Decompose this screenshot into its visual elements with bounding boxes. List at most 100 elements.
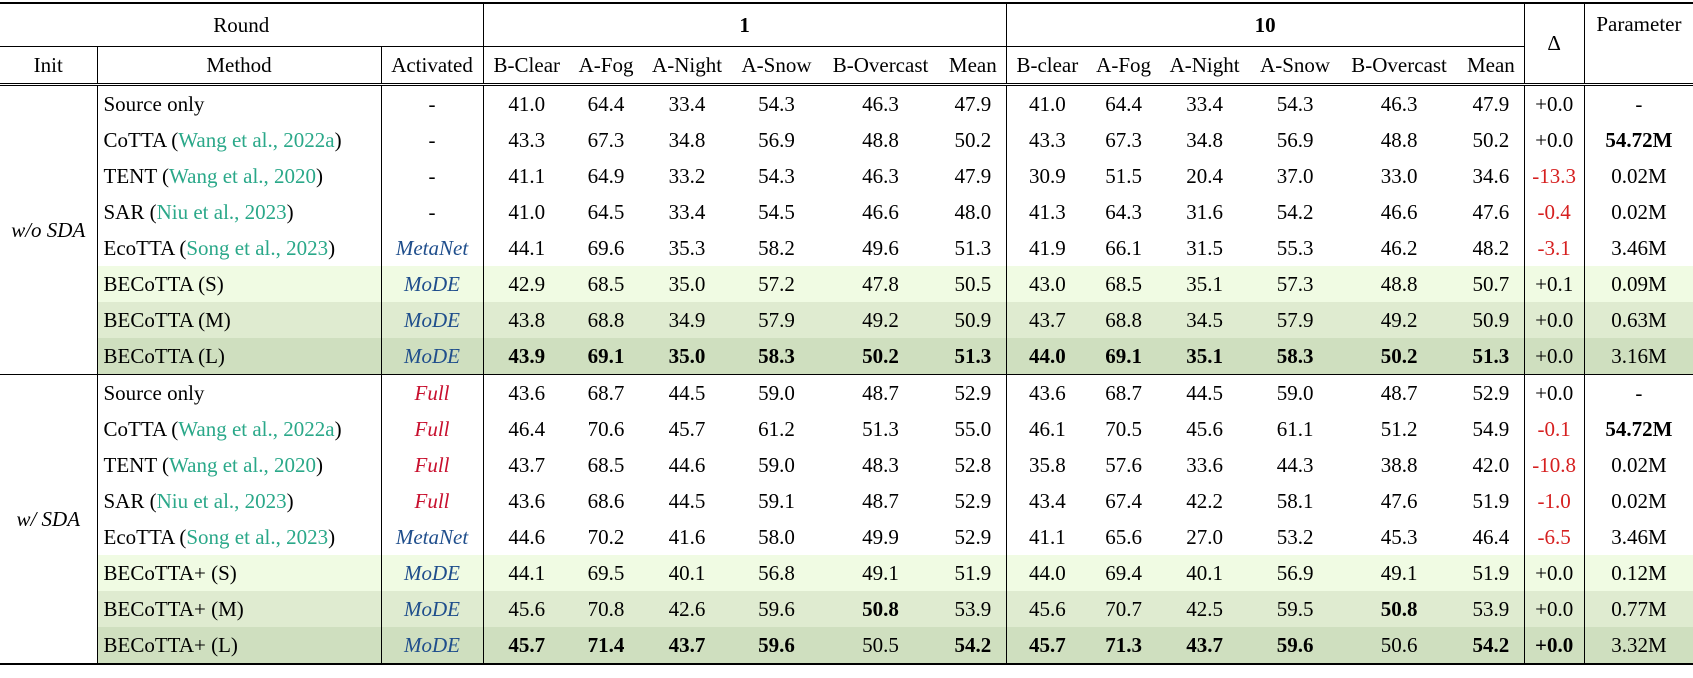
column-header: A-Night — [1159, 46, 1251, 86]
value-cell: 43.6 — [483, 374, 571, 411]
value-cell: 45.7 — [483, 627, 571, 665]
value-cell: 44.5 — [1159, 374, 1251, 411]
column-header: B-Overcast — [821, 46, 941, 86]
value-cell: 44.1 — [508, 235, 546, 260]
delta-cell: -0.4 — [1524, 194, 1585, 230]
value-cell: 59.5 — [1250, 591, 1341, 627]
method-cell: EcoTTA (Song et al., 2023) — [97, 519, 382, 555]
value-cell: 49.1 — [821, 555, 941, 591]
activated-cell: Full — [381, 483, 484, 519]
activated-cell: MoDE — [381, 627, 484, 665]
method-cell: Source only — [97, 374, 382, 411]
value-cell: 42.9 — [483, 266, 571, 302]
value-cell: 52.9 — [940, 483, 1007, 519]
value-cell: 46.2 — [1380, 235, 1418, 260]
value-cell: 49.9 — [862, 524, 899, 549]
value-cell: 64.4 — [587, 91, 625, 116]
parameter-cell: 3.16M — [1584, 338, 1693, 375]
value-cell: 68.8 — [1088, 302, 1160, 338]
value-cell: 50.9 — [940, 302, 1007, 338]
delta-header: Δ — [1524, 2, 1585, 86]
parameter-cell: 0.02M — [1611, 163, 1667, 188]
citation: Wang et al., 2020 — [169, 163, 317, 188]
init-cell: w/o SDA — [0, 84, 98, 375]
value-cell: 43.9 — [483, 338, 571, 375]
value-cell: 53.9 — [1458, 591, 1525, 627]
table-row: EcoTTA (Song et al., 2023) MetaNet 44.6 70.… — [0, 519, 1693, 555]
value-cell: 55.0 — [940, 411, 1007, 447]
method-text: BECoTTA (L) — [103, 343, 225, 368]
method-cell: TENT (Wang et al., 2020) — [97, 158, 382, 194]
activated-cell: MoDE — [381, 591, 484, 627]
value-cell: 59.0 — [732, 374, 822, 411]
value-cell: 57.9 — [1250, 302, 1341, 338]
activated-cell: - — [381, 194, 484, 230]
value-cell: 46.6 — [862, 199, 899, 224]
parameter-cell: 0.02M — [1611, 452, 1667, 477]
delta-cell: -0.1 — [1524, 411, 1585, 447]
column-header: B-clear — [1006, 46, 1089, 86]
value-cell: 54.3 — [758, 163, 795, 188]
value-cell: 67.3 — [1105, 127, 1142, 152]
method-text: ) — [286, 488, 294, 513]
citation: Wang et al., 2022a — [178, 416, 335, 441]
value-cell: 35.8 — [1028, 452, 1066, 477]
method-cell: CoTTA (Wang et al., 2022a) — [97, 122, 382, 158]
value-cell: 35.3 — [668, 235, 706, 260]
column-header: A-Fog — [570, 46, 643, 86]
method-cell: BECoTTA (M) — [97, 302, 382, 338]
header-row: Round 1 10 Δ Parameter — [0, 2, 1693, 86]
method-text: BECoTTA+ (M) — [103, 596, 244, 621]
parameter-cell: 3.32M — [1584, 627, 1693, 665]
value-cell: 50.8 — [821, 591, 941, 627]
table-header: Round 1 10 Δ Parameter Init Method Activ… — [0, 2, 1693, 86]
value-cell: 67.3 — [587, 127, 625, 152]
value-cell: 47.9 — [940, 84, 1007, 122]
value-cell: 50.9 — [1458, 302, 1525, 338]
value-cell: 46.1 — [1028, 416, 1066, 441]
value-cell: 47.6 — [1380, 488, 1418, 513]
value-cell: 56.8 — [732, 555, 822, 591]
value-cell: 34.5 — [1159, 302, 1251, 338]
value-cell: 42.5 — [1159, 591, 1251, 627]
value-cell: 41.0 — [1028, 91, 1066, 116]
value-cell: 56.9 — [1276, 127, 1314, 152]
method-text: TENT ( — [103, 163, 170, 188]
value-cell: 54.2 — [1458, 627, 1525, 665]
value-cell: 40.1 — [642, 555, 733, 591]
value-cell: 56.9 — [1250, 555, 1341, 591]
value-cell: 58.0 — [758, 524, 795, 549]
value-cell: 41.0 — [508, 91, 546, 116]
value-cell: 33.6 — [1186, 452, 1223, 477]
value-cell: 51.3 — [940, 230, 1007, 266]
value-cell: 59.0 — [1250, 374, 1341, 411]
delta-cell: +0.0 — [1524, 122, 1585, 158]
value-cell: 57.9 — [732, 302, 822, 338]
value-cell: 43.7 — [508, 452, 546, 477]
value-cell: 41.6 — [668, 524, 706, 549]
value-cell: 52.9 — [1458, 374, 1525, 411]
value-cell: 47.8 — [821, 266, 941, 302]
value-cell: 50.2 — [1340, 338, 1459, 375]
delta-cell: +0.1 — [1524, 266, 1585, 302]
value-cell: 44.1 — [483, 555, 571, 591]
activated-cell: MetaNet — [381, 519, 484, 555]
init-cell: w/ SDA — [0, 374, 98, 665]
value-cell: 58.3 — [732, 338, 822, 375]
parameter-header: Parameter — [1584, 2, 1693, 86]
value-cell: 71.3 — [1088, 627, 1160, 665]
value-cell: 43.3 — [508, 127, 546, 152]
value-cell: 64.4 — [1105, 91, 1142, 116]
value-cell: 59.6 — [732, 591, 822, 627]
value-cell: 44.3 — [1276, 452, 1314, 477]
value-cell: 44.0 — [1006, 555, 1089, 591]
value-cell: 34.8 — [1186, 127, 1223, 152]
method-header: Method — [97, 46, 382, 86]
method-text: ) — [334, 127, 342, 152]
value-cell: 68.5 — [587, 452, 625, 477]
value-cell: 41.1 — [1028, 524, 1066, 549]
value-cell: 33.4 — [668, 199, 706, 224]
parameter-cell: 3.46M — [1611, 235, 1667, 260]
delta-cell: +0.0 — [1524, 84, 1585, 122]
column-header: A-Fog — [1088, 46, 1160, 86]
